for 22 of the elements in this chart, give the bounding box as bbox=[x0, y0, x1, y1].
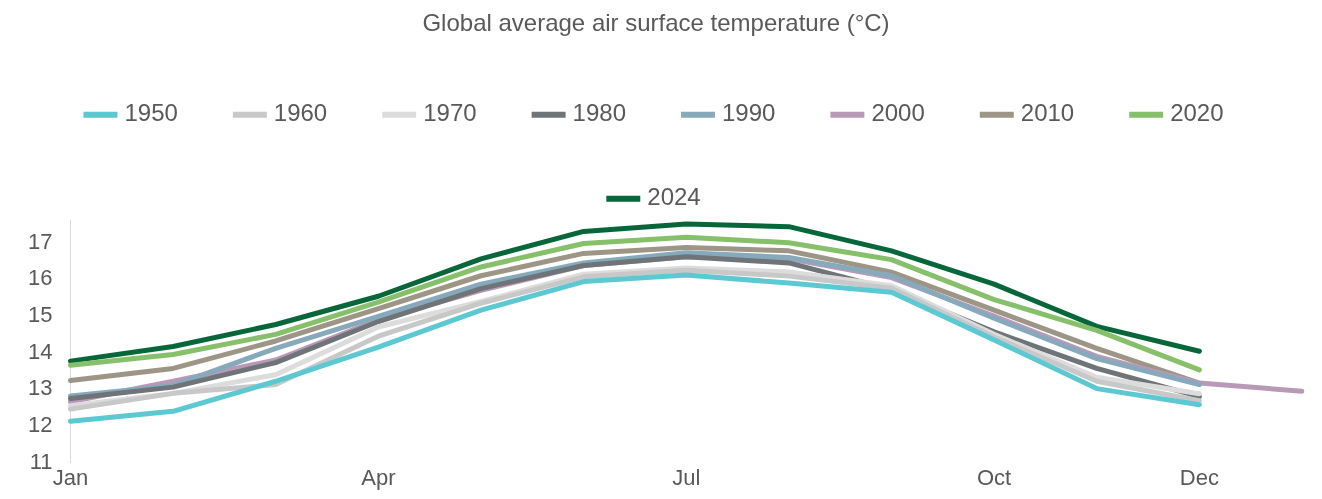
legend-label: 1980 bbox=[572, 99, 626, 127]
x-tick-label: Dec bbox=[1179, 464, 1219, 490]
x-tick-label: Jan bbox=[52, 464, 89, 490]
y-tick-label: 12 bbox=[27, 412, 53, 438]
y-tick-label: 16 bbox=[27, 265, 53, 291]
chart-title: Global average air surface temperature (°C) bbox=[422, 9, 890, 37]
x-tick-label: Oct bbox=[977, 464, 1012, 490]
y-tick-label: 15 bbox=[27, 302, 53, 328]
legend-label: 2024 bbox=[647, 183, 701, 211]
legend-label: 2000 bbox=[871, 99, 925, 127]
y-tick-label: 11 bbox=[29, 448, 53, 474]
y-tick-label: 17 bbox=[27, 228, 53, 254]
legend-label: 1990 bbox=[722, 99, 776, 127]
legend-label: 1950 bbox=[124, 99, 178, 127]
legend-label: 1960 bbox=[273, 99, 328, 127]
legend-label: 2020 bbox=[1170, 99, 1224, 127]
legend-label: 2010 bbox=[1020, 99, 1075, 127]
x-tick-label: Jul bbox=[672, 464, 701, 490]
y-tick-label: 14 bbox=[27, 338, 53, 364]
y-tick-label: 13 bbox=[27, 375, 53, 401]
x-tick-label: Apr bbox=[361, 464, 396, 490]
legend-label: 1970 bbox=[423, 99, 477, 127]
